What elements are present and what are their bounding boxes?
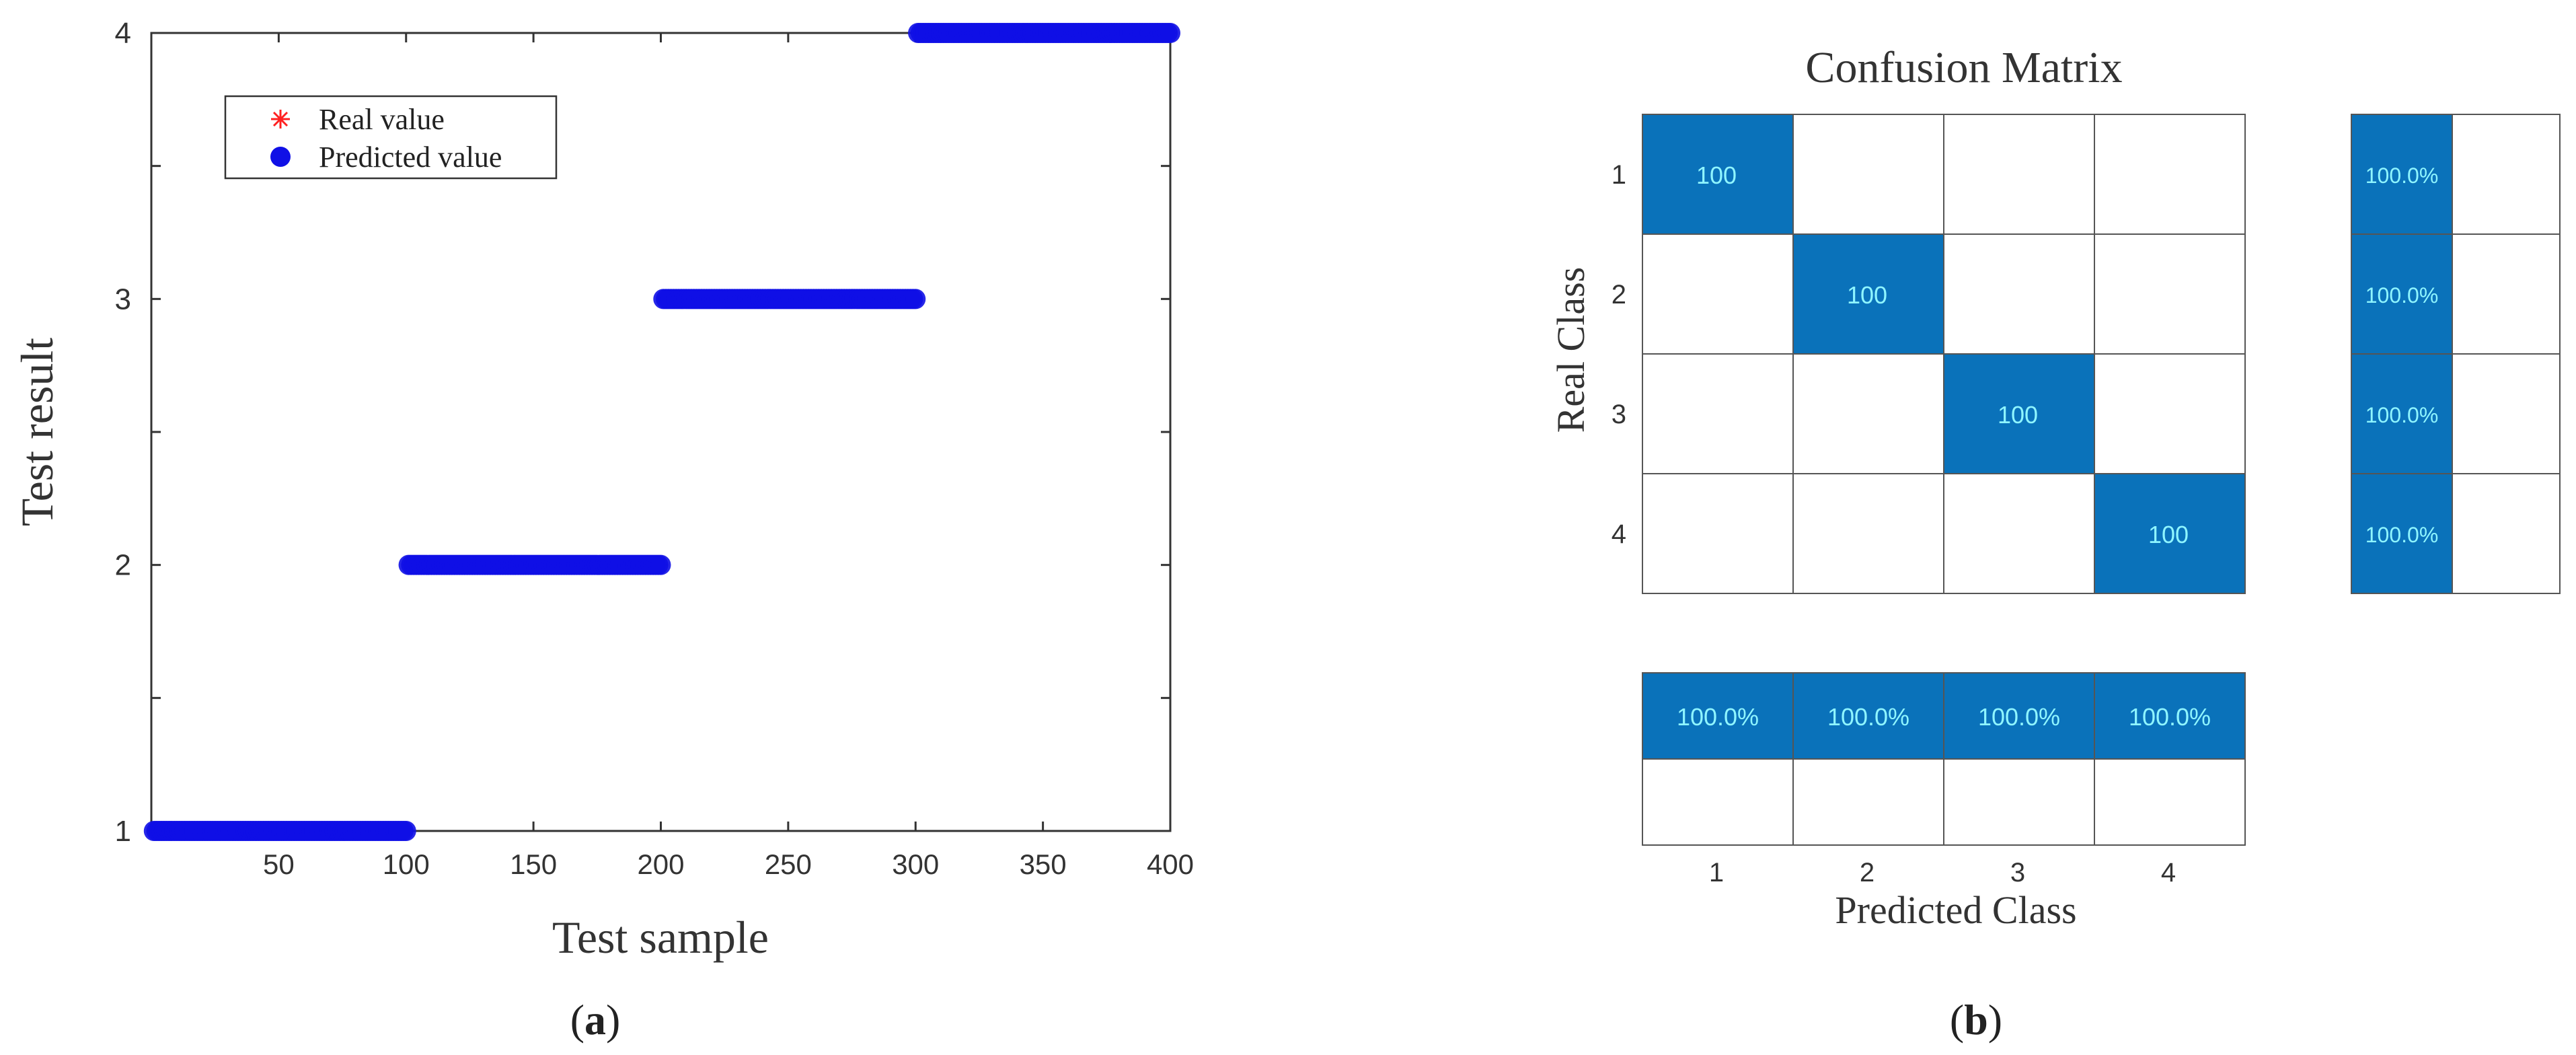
panel-b-label: (b) bbox=[1950, 996, 2002, 1044]
row-tick-label: 2 bbox=[1612, 280, 1626, 310]
plot-a-tick-labels: 50 100 150 200 250 300 350 400 1 2 3 4 bbox=[115, 17, 1195, 880]
matrix-cell-value: 100 bbox=[1998, 401, 2038, 429]
column-tick-label: 3 bbox=[2010, 858, 2025, 887]
x-tick-label: 200 bbox=[637, 848, 684, 880]
column-summary-cell bbox=[2094, 758, 2246, 846]
row-summary-cell bbox=[2452, 114, 2561, 235]
row-summary-cells: 100.0% 100.0% 100.0% 100.0% bbox=[2351, 114, 2561, 594]
column-summary-cell bbox=[1792, 672, 1944, 760]
matrix-cell bbox=[1943, 353, 2095, 474]
matrix-cell bbox=[2094, 114, 2246, 235]
matrix-cell bbox=[1943, 473, 2095, 594]
predicted-value-point bbox=[1160, 23, 1180, 43]
x-tick-label: 250 bbox=[765, 848, 812, 880]
matrix-cell bbox=[1642, 353, 1794, 474]
column-summary-cell bbox=[1943, 758, 2095, 846]
matrix-cell bbox=[1642, 473, 1794, 594]
legend-predicted-label: Predicted value bbox=[319, 141, 502, 174]
row-summary-cell bbox=[2351, 114, 2453, 235]
legend-real-label: Real value bbox=[319, 103, 445, 136]
y-tick-label: 1 bbox=[115, 815, 131, 848]
column-summary-cells: 100.0% 100.0% 100.0% 100.0% bbox=[1642, 672, 2246, 846]
matrix-cell bbox=[1792, 233, 1944, 355]
column-summary-cell bbox=[1642, 758, 1794, 846]
x-tick-label: 100 bbox=[383, 848, 430, 880]
row-summary-cell bbox=[2452, 473, 2561, 594]
x-tick-label: 400 bbox=[1147, 848, 1194, 880]
column-summary-value: 100.0% bbox=[1827, 703, 1909, 731]
row-tick-label: 1 bbox=[1612, 160, 1626, 190]
row-tick-label: 3 bbox=[1612, 400, 1626, 429]
matrix-cell-value: 100 bbox=[1847, 281, 1887, 309]
plot-a-xlabel: Test sample bbox=[552, 912, 769, 963]
plot-a-ylabel: Test result bbox=[11, 338, 63, 527]
confusion-matrix-ylabel: Real Class bbox=[1549, 267, 1593, 433]
x-tick-label: 150 bbox=[510, 848, 557, 880]
matrix-cell bbox=[2094, 473, 2246, 594]
y-tick-label: 4 bbox=[115, 17, 131, 50]
matrix-cell-value: 100 bbox=[2148, 521, 2189, 548]
y-tick-label: 2 bbox=[115, 549, 131, 582]
panel-a-label: (a) bbox=[570, 996, 621, 1044]
row-summary-value: 100.0% bbox=[2365, 403, 2439, 427]
row-summary-cell bbox=[2452, 353, 2561, 474]
x-tick-label: 300 bbox=[892, 848, 939, 880]
x-tick-label: 50 bbox=[263, 848, 295, 880]
column-tick-label: 1 bbox=[1709, 858, 1724, 887]
row-summary-cell bbox=[2452, 233, 2561, 355]
predicted-value-point bbox=[905, 289, 926, 310]
row-summary-value: 100.0% bbox=[2365, 163, 2439, 188]
matrix-cell bbox=[1642, 114, 1794, 235]
legend-predicted-marker-icon bbox=[270, 147, 291, 167]
matrix-cell bbox=[1943, 233, 2095, 355]
matrix-cell bbox=[1642, 233, 1794, 355]
confusion-matrix-tick-labels: 1 2 3 4 1 2 3 4 bbox=[1612, 160, 2176, 887]
confusion-matrix-xlabel: Predicted Class bbox=[1835, 888, 2076, 932]
plot-a-legend: Real value Predicted value bbox=[224, 95, 558, 180]
matrix-cell-value: 100 bbox=[1696, 161, 1737, 189]
row-tick-label: 4 bbox=[1612, 519, 1626, 549]
predicted-value-point bbox=[650, 554, 671, 575]
confusion-matrix-title: Confusion Matrix bbox=[1805, 43, 2122, 92]
x-tick-label: 350 bbox=[1020, 848, 1067, 880]
column-summary-cell bbox=[1642, 672, 1794, 760]
row-summary-cell bbox=[2351, 473, 2453, 594]
matrix-cell bbox=[1792, 114, 1944, 235]
column-summary-cell bbox=[1792, 758, 1944, 846]
column-tick-label: 2 bbox=[1860, 858, 1874, 887]
confusion-matrix-cells: 100 100 100 100 bbox=[1642, 114, 2246, 594]
column-summary-value: 100.0% bbox=[1978, 703, 2060, 731]
matrix-cell bbox=[2094, 353, 2246, 474]
matrix-cell bbox=[2094, 233, 2246, 355]
predicted-value-point bbox=[395, 821, 416, 841]
matrix-cell bbox=[1792, 473, 1944, 594]
column-summary-value: 100.0% bbox=[2129, 703, 2211, 731]
matrix-cell bbox=[1943, 114, 2095, 235]
plot-a-markers bbox=[143, 23, 1180, 841]
y-tick-label: 3 bbox=[115, 283, 131, 316]
column-tick-label: 4 bbox=[2161, 858, 2176, 887]
row-summary-cell bbox=[2351, 233, 2453, 355]
row-summary-value: 100.0% bbox=[2365, 283, 2439, 307]
column-summary-cell bbox=[1943, 672, 2095, 760]
matrix-cell bbox=[1792, 353, 1944, 474]
row-summary-value: 100.0% bbox=[2365, 523, 2439, 547]
column-summary-value: 100.0% bbox=[1677, 703, 1759, 731]
legend-real-marker-icon bbox=[271, 110, 290, 129]
